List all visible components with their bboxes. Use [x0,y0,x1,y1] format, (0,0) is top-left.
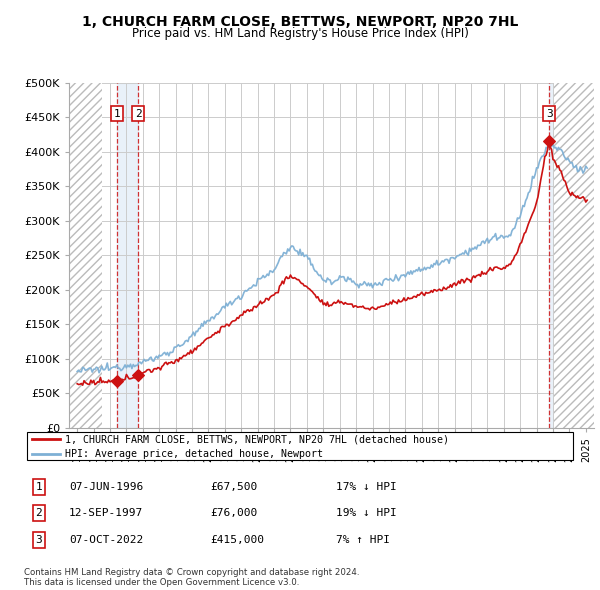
Text: Price paid vs. HM Land Registry's House Price Index (HPI): Price paid vs. HM Land Registry's House … [131,27,469,40]
Bar [549,83,554,428]
Text: 1: 1 [114,109,121,119]
Text: 3: 3 [546,109,553,119]
Text: £415,000: £415,000 [210,535,264,545]
Text: £76,000: £76,000 [210,509,257,518]
Bar [554,83,594,428]
Text: 7% ↑ HPI: 7% ↑ HPI [336,535,390,545]
Text: Contains HM Land Registry data © Crown copyright and database right 2024.
This d: Contains HM Land Registry data © Crown c… [24,568,359,587]
Text: 17% ↓ HPI: 17% ↓ HPI [336,482,397,491]
Text: 12-SEP-1997: 12-SEP-1997 [69,509,143,518]
Text: 1, CHURCH FARM CLOSE, BETTWS, NEWPORT, NP20 7HL: 1, CHURCH FARM CLOSE, BETTWS, NEWPORT, N… [82,15,518,29]
Text: 1, CHURCH FARM CLOSE, BETTWS, NEWPORT, NP20 7HL (detached house): 1, CHURCH FARM CLOSE, BETTWS, NEWPORT, N… [65,434,449,444]
Text: 07-JUN-1996: 07-JUN-1996 [69,482,143,491]
Point [112,376,122,386]
Text: 07-OCT-2022: 07-OCT-2022 [69,535,143,545]
Bar [69,83,102,428]
Point [544,136,554,146]
Point [133,371,143,380]
Text: £67,500: £67,500 [210,482,257,491]
Bar [117,83,138,428]
Text: 3: 3 [35,535,43,545]
Text: 2: 2 [134,109,142,119]
FancyBboxPatch shape [27,432,573,460]
Text: HPI: Average price, detached house, Newport: HPI: Average price, detached house, Newp… [65,449,323,458]
Text: 19% ↓ HPI: 19% ↓ HPI [336,509,397,518]
Text: 2: 2 [35,509,43,518]
Text: 1: 1 [35,482,43,491]
